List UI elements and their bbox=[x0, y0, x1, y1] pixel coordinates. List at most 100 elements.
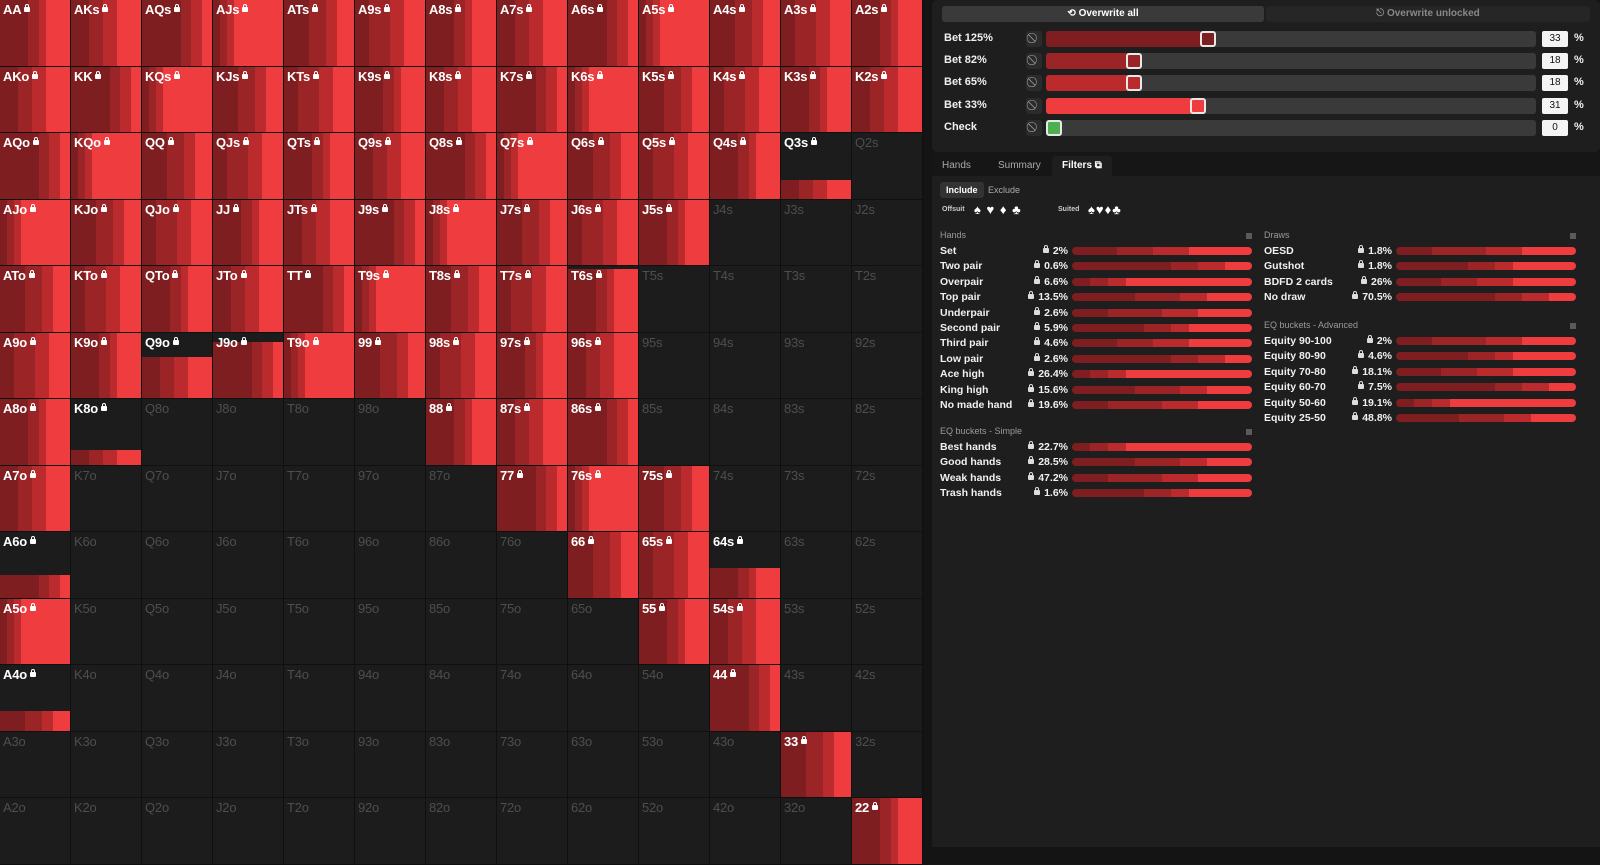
lock-icon[interactable] bbox=[242, 70, 249, 79]
hand-cell[interactable]: 88 bbox=[426, 399, 497, 466]
lock-icon[interactable] bbox=[167, 137, 174, 145]
lock-icon[interactable] bbox=[524, 270, 531, 278]
hand-cell[interactable]: K4o bbox=[71, 665, 142, 732]
hand-cell[interactable]: 66 bbox=[568, 532, 639, 599]
hand-cell[interactable]: K6o bbox=[71, 532, 142, 599]
filter-row[interactable]: Good hands 28.5% bbox=[940, 455, 1252, 470]
hand-cell[interactable]: 65o bbox=[568, 598, 639, 665]
hand-cell[interactable]: A6s bbox=[568, 0, 639, 67]
lock-icon[interactable] bbox=[100, 336, 107, 345]
hand-cell[interactable]: 87s bbox=[497, 399, 568, 466]
lock-icon[interactable] bbox=[666, 203, 673, 212]
lock-icon[interactable] bbox=[32, 70, 39, 79]
lock-icon[interactable] bbox=[739, 70, 746, 79]
lock-icon[interactable] bbox=[1034, 487, 1041, 496]
lock-icon[interactable] bbox=[384, 137, 391, 145]
hand-cell[interactable]: K9o bbox=[71, 332, 142, 399]
action-value-input[interactable]: 18 bbox=[1542, 75, 1568, 92]
hand-cell[interactable]: 75s bbox=[639, 465, 710, 532]
lock-icon[interactable] bbox=[384, 4, 391, 12]
action-slider[interactable] bbox=[1046, 53, 1536, 70]
select-all-checkbox[interactable] bbox=[1246, 429, 1252, 435]
tab-summary[interactable]: Summary bbox=[998, 160, 1041, 171]
lock-icon[interactable] bbox=[29, 403, 36, 411]
hand-cell[interactable]: 44 bbox=[710, 665, 781, 732]
hand-cell[interactable]: Q5s bbox=[639, 133, 710, 200]
lock-icon[interactable] bbox=[1034, 352, 1041, 361]
hand-cell[interactable]: 32s bbox=[852, 731, 923, 798]
lock-icon[interactable] bbox=[95, 70, 102, 79]
lock-icon[interactable] bbox=[524, 203, 531, 212]
block-icon[interactable]: ⃠ bbox=[1026, 75, 1042, 92]
hand-cell[interactable]: J4s bbox=[710, 199, 781, 266]
hand-cell[interactable]: A7o bbox=[0, 465, 71, 532]
filter-row[interactable]: BDFD 2 cards 26% bbox=[1264, 275, 1576, 290]
lock-icon[interactable] bbox=[100, 403, 107, 411]
hand-cell[interactable]: J6o bbox=[213, 532, 284, 599]
lock-icon[interactable] bbox=[310, 203, 317, 212]
hand-cell[interactable]: 76o bbox=[497, 532, 568, 599]
lock-icon[interactable] bbox=[172, 336, 179, 345]
hand-cell[interactable]: 92o bbox=[355, 798, 426, 865]
lock-icon[interactable] bbox=[737, 602, 744, 611]
hand-cell[interactable]: J9o bbox=[213, 332, 284, 399]
hand-cell[interactable]: J8o bbox=[213, 399, 284, 466]
lock-icon[interactable] bbox=[28, 270, 35, 278]
action-value-input[interactable]: 0 bbox=[1542, 119, 1568, 136]
hand-cell[interactable]: A5o bbox=[0, 598, 71, 665]
hand-cell[interactable]: J3o bbox=[213, 731, 284, 798]
hand-cell[interactable]: 76s bbox=[568, 465, 639, 532]
slider-handle[interactable] bbox=[1126, 53, 1143, 70]
hand-cell[interactable]: 65s bbox=[639, 532, 710, 599]
hand-cell[interactable]: 62s bbox=[852, 532, 923, 599]
hand-cell[interactable]: 83o bbox=[426, 731, 497, 798]
hand-cell[interactable]: ATs bbox=[284, 0, 355, 67]
hand-cell[interactable]: Q7o bbox=[142, 465, 213, 532]
lock-icon[interactable] bbox=[1028, 368, 1035, 377]
filter-row[interactable]: No made hand 19.6% bbox=[940, 398, 1252, 413]
hand-cell[interactable]: 42s bbox=[852, 665, 923, 732]
filter-row[interactable]: Second pair 5.9% bbox=[940, 321, 1252, 336]
lock-icon[interactable] bbox=[801, 735, 808, 744]
hand-cell[interactable]: 97s bbox=[497, 332, 568, 399]
lock-icon[interactable] bbox=[29, 336, 36, 345]
hand-cell[interactable]: KK bbox=[71, 66, 142, 133]
hand-cell[interactable]: 53s bbox=[781, 598, 852, 665]
hand-cell[interactable]: 55 bbox=[639, 598, 710, 665]
slider-handle[interactable] bbox=[1046, 119, 1062, 136]
filter-row[interactable]: Two pair 0.6% bbox=[940, 259, 1252, 274]
hand-cell[interactable]: Q9s bbox=[355, 133, 426, 200]
lock-icon[interactable] bbox=[1042, 245, 1049, 253]
action-value-input[interactable]: 31 bbox=[1542, 97, 1568, 114]
lock-icon[interactable] bbox=[1358, 245, 1365, 253]
lock-icon[interactable] bbox=[595, 336, 602, 345]
lock-icon[interactable] bbox=[737, 536, 744, 544]
hand-cell[interactable]: T4o bbox=[284, 665, 355, 732]
lock-icon[interactable] bbox=[1034, 337, 1041, 346]
filter-row[interactable]: Set 2% bbox=[940, 244, 1252, 259]
lock-icon[interactable] bbox=[384, 70, 391, 79]
hand-cell[interactable]: Q2s bbox=[852, 133, 923, 200]
lock-icon[interactable] bbox=[29, 602, 36, 611]
filter-row[interactable]: Equity 50-60 19.1% bbox=[1264, 396, 1576, 411]
filter-row[interactable]: Equity 60-70 7.5% bbox=[1264, 380, 1576, 395]
hand-cell[interactable]: 86s bbox=[568, 399, 639, 466]
action-value-input[interactable]: 18 bbox=[1542, 53, 1568, 70]
offsuit-suit-icons[interactable]: ♠ ♥ ♦ ♣ bbox=[974, 202, 1022, 217]
filter-row[interactable]: Trash hands 1.6% bbox=[940, 486, 1252, 501]
hand-cell[interactable]: 54s bbox=[710, 598, 781, 665]
lock-icon[interactable] bbox=[100, 270, 107, 278]
hand-cell[interactable]: Q3s bbox=[781, 133, 852, 200]
lock-icon[interactable] bbox=[739, 137, 746, 145]
hand-cell[interactable]: K5s bbox=[639, 66, 710, 133]
hand-cell[interactable]: J6s bbox=[568, 199, 639, 266]
lock-icon[interactable] bbox=[526, 4, 533, 12]
filter-row[interactable]: Third pair 4.6% bbox=[940, 336, 1252, 351]
hand-cell[interactable]: K6s bbox=[568, 66, 639, 133]
block-icon[interactable]: ⃠ bbox=[1026, 53, 1042, 70]
lock-icon[interactable] bbox=[666, 536, 673, 544]
lock-icon[interactable] bbox=[32, 137, 39, 145]
hand-cell[interactable]: Q4o bbox=[142, 665, 213, 732]
lock-icon[interactable] bbox=[597, 4, 604, 12]
lock-icon[interactable] bbox=[29, 469, 36, 478]
